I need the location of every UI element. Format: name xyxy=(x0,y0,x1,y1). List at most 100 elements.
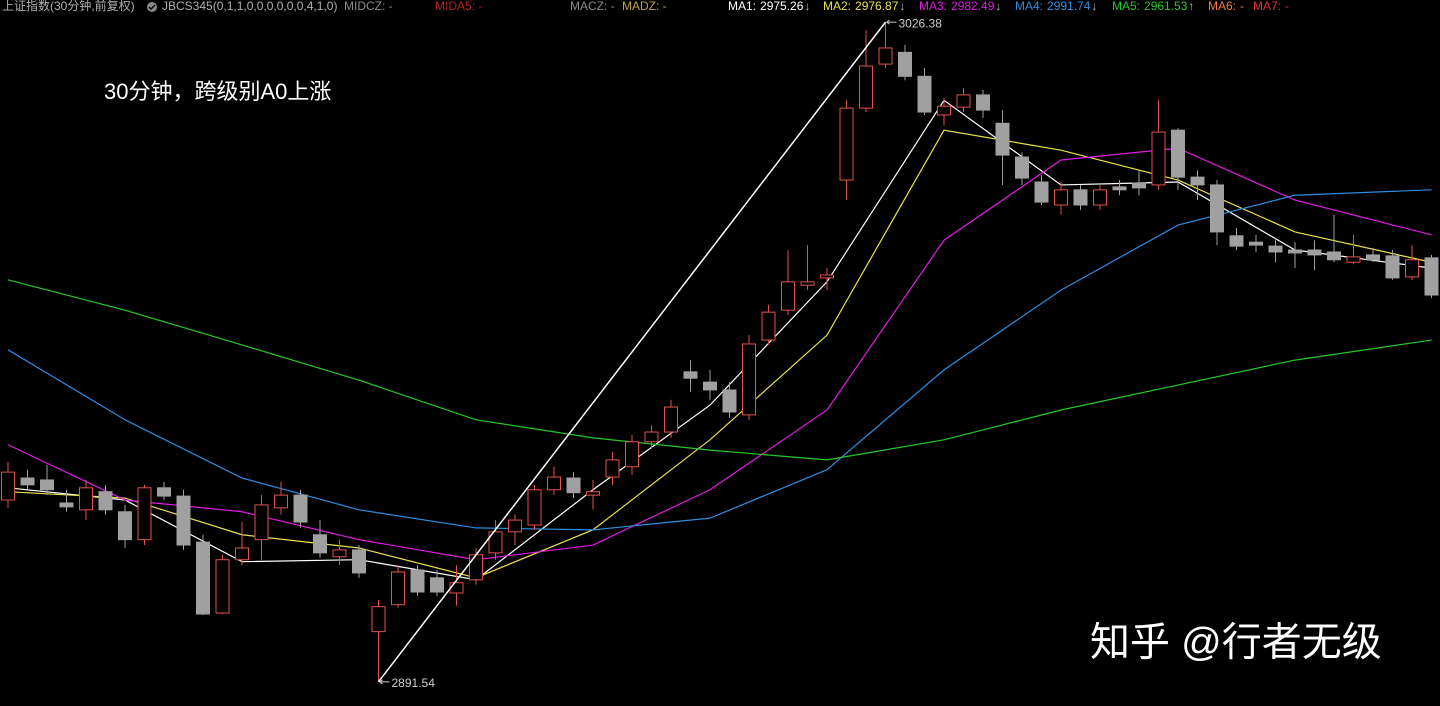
candle-body xyxy=(605,459,620,478)
annotation: 30分钟，跨级别A0上涨 xyxy=(104,79,331,104)
candle-body xyxy=(274,494,288,509)
legend-name: MA2: xyxy=(823,0,851,13)
legend-name: MA4: xyxy=(1015,0,1043,13)
candle-body xyxy=(430,577,444,593)
candle-body xyxy=(1054,189,1068,206)
legend-trend: ↓ xyxy=(899,0,905,13)
chart-title: 上证指数(30分钟,前复权) xyxy=(2,0,135,13)
indicator-name: JBCS345(0,1,1,0,0,0,0,0,0,4,1,0) xyxy=(162,0,337,13)
legend-value: - xyxy=(1240,0,1244,13)
candle-body xyxy=(371,606,386,633)
legend-entry: MA6: - xyxy=(1208,0,1244,13)
header-field: MACZ: - xyxy=(570,0,615,13)
legend-trend: ↑ xyxy=(1188,0,1194,13)
candle-body xyxy=(937,105,951,116)
candle-body xyxy=(332,549,347,558)
candle-body xyxy=(391,571,405,606)
candle-body xyxy=(196,541,210,615)
ma-line xyxy=(7,279,1432,461)
legend-value: - xyxy=(1285,0,1289,13)
legend-value: 2982.49 xyxy=(951,0,995,13)
settings-icon-check xyxy=(148,4,156,10)
legend-name: MA6: xyxy=(1208,0,1236,13)
legend-trend: ↓ xyxy=(995,0,1001,13)
candle-body xyxy=(820,274,834,279)
candle-body xyxy=(313,534,327,554)
candle-body xyxy=(1132,182,1146,189)
candle-body xyxy=(956,94,971,108)
candle-body xyxy=(1405,259,1419,278)
legend-entry: MA4: 2991.74↓ xyxy=(1015,0,1097,13)
candle-body xyxy=(644,431,659,443)
candle-body xyxy=(1034,181,1049,203)
candle-body xyxy=(1307,249,1322,256)
legend-value: 2975.26 xyxy=(760,0,804,13)
candle-body xyxy=(157,487,171,497)
legend-entry: MA2: 2976.87↓ xyxy=(823,0,905,13)
candle-body xyxy=(1151,131,1166,186)
legend-trend: ↓ xyxy=(804,0,810,13)
candle-body xyxy=(976,94,990,111)
candle-body xyxy=(352,549,366,574)
ma-line xyxy=(7,189,1432,531)
candle-body xyxy=(488,531,503,554)
candle-body xyxy=(1327,251,1341,261)
candle-body xyxy=(1229,235,1244,247)
candle-body xyxy=(1,471,15,501)
candle-body xyxy=(79,487,93,511)
candle-body xyxy=(839,107,854,181)
candle-body xyxy=(137,487,152,541)
legend-name: MA3: xyxy=(919,0,947,13)
candle-body xyxy=(1249,241,1263,246)
high-label: 3026.38 xyxy=(899,16,943,30)
candle-body xyxy=(859,65,873,109)
legend-entry: MA5: 2961.53↑ xyxy=(1112,0,1194,13)
candle-body xyxy=(781,281,795,311)
candle-body xyxy=(761,311,776,341)
legend-name: MA1: xyxy=(728,0,756,13)
candle-body xyxy=(995,122,1010,156)
candle-body xyxy=(703,381,717,391)
candle-body xyxy=(527,489,542,526)
candle-body xyxy=(1346,256,1361,263)
candle-body xyxy=(118,511,132,541)
candle-body xyxy=(917,75,932,113)
legend-trend: ↓ xyxy=(1091,0,1097,13)
candle-body xyxy=(410,569,425,593)
candle-body xyxy=(1073,189,1088,206)
candle-body xyxy=(98,491,113,511)
candle-body xyxy=(59,502,74,508)
header-field: MADZ: - xyxy=(622,0,667,13)
candle-body xyxy=(235,547,249,561)
candle-body xyxy=(625,441,639,468)
candle-body xyxy=(898,51,912,77)
candle-body xyxy=(683,371,698,379)
candle-body xyxy=(293,494,308,523)
candle-body xyxy=(1366,254,1380,261)
legend-entry: MA1: 2975.26↓ xyxy=(728,0,810,13)
settings-icon[interactable] xyxy=(147,2,157,12)
candle-body xyxy=(742,343,756,416)
candle-body xyxy=(664,406,678,433)
candle-body xyxy=(20,477,35,486)
legend-name: MA5: xyxy=(1112,0,1140,13)
candles xyxy=(1,22,1439,682)
candle-body xyxy=(1112,186,1127,191)
candle-body xyxy=(1385,255,1400,279)
legend-value: 2961.53 xyxy=(1144,0,1188,13)
candle-body xyxy=(1093,189,1107,206)
legend-name: MA7: xyxy=(1253,0,1281,13)
candle-body xyxy=(1171,129,1185,178)
candle-body xyxy=(469,554,483,581)
label-arrow xyxy=(379,679,390,685)
trend-line xyxy=(377,21,887,683)
candle-body xyxy=(40,479,54,491)
legend-value: 2991.74 xyxy=(1047,0,1091,13)
candle-body xyxy=(215,559,230,614)
candle-body xyxy=(1015,156,1029,179)
header-fields: MIDCZ: - MIDA5: - MACZ: - MADZ: - MA1: 2975.2… xyxy=(344,0,1289,13)
legend-entry: MA3: 2982.49↓ xyxy=(919,0,1001,13)
candle-body xyxy=(176,495,191,546)
